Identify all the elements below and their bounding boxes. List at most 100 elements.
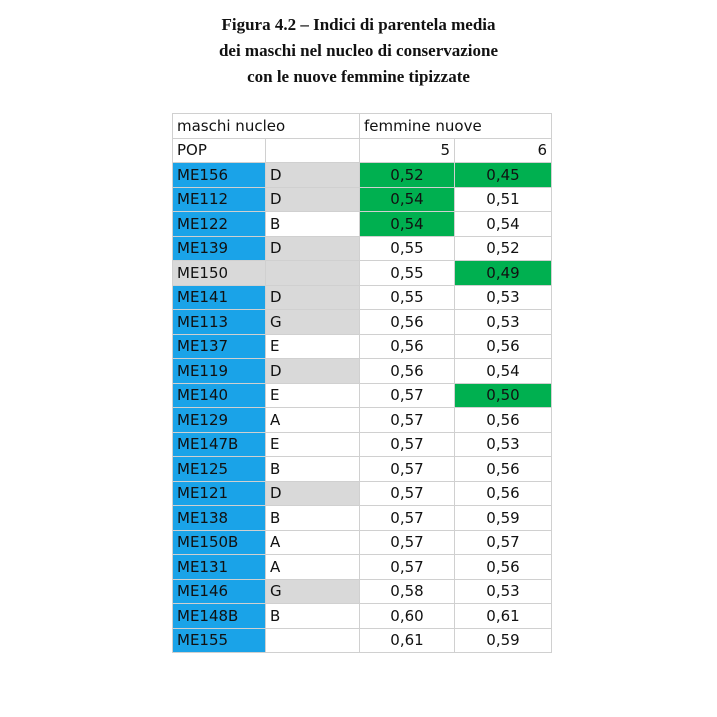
kinship-value-6: 0,56: [454, 480, 552, 506]
kinship-value-6: 0,54: [454, 211, 552, 237]
male-id-cell: ME150B: [172, 529, 266, 555]
male-id-cell: ME146: [172, 578, 266, 604]
group-cell: D: [265, 284, 360, 310]
kinship-value-5: 0,55: [359, 284, 455, 310]
male-id-cell: ME119: [172, 358, 266, 384]
kinship-value-6: 0,54: [454, 358, 552, 384]
male-id-cell: ME122: [172, 211, 266, 237]
kinship-value-5: 0,57: [359, 529, 455, 555]
male-id-cell: ME129: [172, 407, 266, 433]
female-col-5: 5: [359, 137, 455, 163]
group-cell: E: [265, 333, 360, 359]
group-cell: [265, 627, 360, 653]
pop-label: POP: [172, 137, 266, 163]
group-cell: B: [265, 603, 360, 629]
kinship-value-5: 0,57: [359, 480, 455, 506]
kinship-value-6: 0,61: [454, 603, 552, 629]
group-cell: D: [265, 480, 360, 506]
group-cell: B: [265, 456, 360, 482]
kinship-value-6: 0,53: [454, 309, 552, 335]
group-cell: G: [265, 578, 360, 604]
table-row: ME131 A 0,57 0,56: [172, 554, 552, 580]
male-id-cell: ME156: [172, 162, 266, 188]
kinship-value-6: 0,56: [454, 407, 552, 433]
kinship-value-6: 0,57: [454, 529, 552, 555]
pop-row: POP 5 6: [172, 137, 552, 163]
group-cell: D: [265, 186, 360, 212]
kinship-value-5: 0,54: [359, 211, 455, 237]
title-line-3: con le nuove femmine tipizzate: [247, 67, 470, 86]
male-id-cell: ME125: [172, 456, 266, 482]
kinship-value-6: 0,56: [454, 333, 552, 359]
kinship-value-6: 0,45: [454, 162, 552, 188]
pop-empty: [265, 137, 360, 163]
group-cell: [265, 260, 360, 286]
title-line-1: Figura 4.2 – Indici di parentela media: [221, 15, 496, 34]
table-row: ME137 E 0,56 0,56: [172, 333, 552, 359]
table-row: ME150 0,55 0,49: [172, 260, 552, 286]
title-line-2: dei maschi nel nucleo di conservazione: [218, 41, 499, 60]
group-cell: D: [265, 358, 360, 384]
male-id-cell: ME131: [172, 554, 266, 580]
group-cell: E: [265, 431, 360, 457]
group-cell: D: [265, 235, 360, 261]
kinship-value-6: 0,53: [454, 578, 552, 604]
male-id-cell: ME121: [172, 480, 266, 506]
kinship-value-6: 0,59: [454, 505, 552, 531]
male-id-cell: ME147B: [172, 431, 266, 457]
group-cell: E: [265, 382, 360, 408]
kinship-value-5: 0,57: [359, 554, 455, 580]
kinship-value-5: 0,58: [359, 578, 455, 604]
kinship-value-6: 0,59: [454, 627, 552, 653]
male-id-cell: ME112: [172, 186, 266, 212]
kinship-value-5: 0,57: [359, 407, 455, 433]
male-id-cell: ME139: [172, 235, 266, 261]
table-row: ME129 A 0,57 0,56: [172, 407, 552, 433]
kinship-value-5: 0,56: [359, 309, 455, 335]
table-row: ME141 D 0,55 0,53: [172, 284, 552, 310]
kinship-value-6: 0,56: [454, 554, 552, 580]
group-cell: A: [265, 407, 360, 433]
male-id-cell: ME148B: [172, 603, 266, 629]
table-row: ME139 D 0,55 0,52: [172, 235, 552, 261]
table-row: ME138 B 0,57 0,59: [172, 505, 552, 531]
kinship-value-5: 0,57: [359, 456, 455, 482]
table-row: ME140 E 0,57 0,50: [172, 382, 552, 408]
females-header: femmine nuove: [359, 113, 552, 139]
male-id-cell: ME155: [172, 627, 266, 653]
table-row: ME150B A 0,57 0,57: [172, 529, 552, 555]
kinship-value-6: 0,49: [454, 260, 552, 286]
male-id-cell: ME137: [172, 333, 266, 359]
kinship-value-5: 0,56: [359, 358, 455, 384]
kinship-value-5: 0,52: [359, 162, 455, 188]
table-row: ME155 0,61 0,59: [172, 627, 552, 653]
kinship-value-5: 0,60: [359, 603, 455, 629]
table-row: ME113 G 0,56 0,53: [172, 309, 552, 335]
group-cell: D: [265, 162, 360, 188]
table-row: ME146 G 0,58 0,53: [172, 578, 552, 604]
kinship-value-5: 0,55: [359, 235, 455, 261]
group-cell: A: [265, 529, 360, 555]
kinship-value-6: 0,56: [454, 456, 552, 482]
male-id-cell: ME138: [172, 505, 266, 531]
table-row: ME147B E 0,57 0,53: [172, 431, 552, 457]
table-row: ME148B B 0,60 0,61: [172, 603, 552, 629]
male-id-cell: ME150: [172, 260, 266, 286]
male-id-cell: ME113: [172, 309, 266, 335]
female-col-6: 6: [454, 137, 552, 163]
kinship-value-5: 0,54: [359, 186, 455, 212]
males-header: maschi nucleo: [172, 113, 360, 139]
kinship-value-6: 0,50: [454, 382, 552, 408]
group-cell: B: [265, 505, 360, 531]
kinship-table: maschi nucleo femmine nuove POP 5 6 ME15…: [172, 113, 552, 653]
kinship-value-5: 0,55: [359, 260, 455, 286]
kinship-value-5: 0,57: [359, 382, 455, 408]
kinship-value-6: 0,53: [454, 431, 552, 457]
male-id-cell: ME141: [172, 284, 266, 310]
table-row: ME122 B 0,54 0,54: [172, 211, 552, 237]
figure-title: Figura 4.2 – Indici di parentela media d…: [0, 12, 717, 90]
kinship-value-6: 0,51: [454, 186, 552, 212]
male-id-cell: ME140: [172, 382, 266, 408]
table-row: ME121 D 0,57 0,56: [172, 480, 552, 506]
kinship-value-5: 0,61: [359, 627, 455, 653]
